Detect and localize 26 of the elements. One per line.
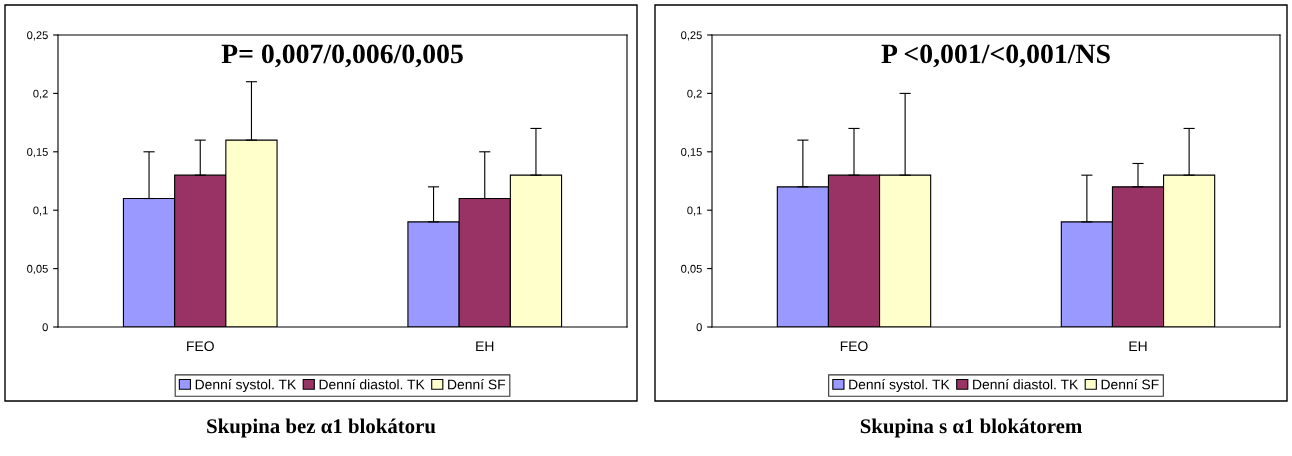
y-tick-label: 0,2 [687,89,702,99]
legend-label: Denní SF [448,378,506,390]
text: Skupina bez α1 blokátoru [207,418,436,438]
chart-title: P= 0,007/0,006/0,005 [221,44,463,68]
x-tick-label: EH [1129,341,1147,351]
y-tick-label: 0,15 [27,148,48,158]
y-tick-label: 0,25 [27,31,48,41]
y-tick-label: 0,2 [33,89,48,99]
y-tick-label: 0,1 [687,206,702,216]
x-tick-label: FEO [840,341,868,352]
chart-title: P <0,001/<0,001/NS [881,44,1110,68]
y-tick-label: 0,1 [33,206,48,216]
legend-label: Denní diastol. TK [973,378,1079,390]
y-tick-label: 0,15 [681,148,702,158]
y-tick-label: 0,05 [681,264,702,275]
y-tick-label: 0 [696,323,702,332]
x-tick-label: EH [476,341,494,351]
legend-label: Denní systol. TK [849,378,950,393]
x-tick-label: FEO [187,341,214,352]
legend-label: Denní SF [1101,378,1159,390]
y-tick-label: 0 [42,323,48,332]
y-tick-label: 0,25 [681,31,702,41]
legend-label: Denní systol. TK [195,378,297,393]
legend-label: Denní diastol. TK [319,378,425,390]
y-tick-label: 0,05 [27,264,48,275]
text: Skupina s α1 blokátorem [860,418,1082,438]
